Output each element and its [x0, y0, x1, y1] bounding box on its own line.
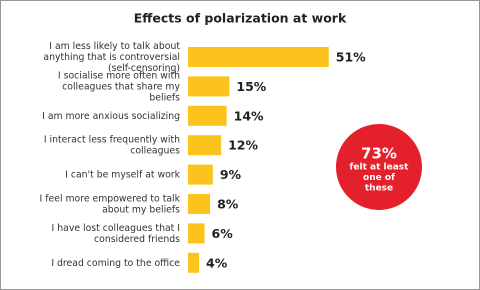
category-label: I am less likely to talk about anything t… — [43, 41, 180, 74]
value-label: 8% — [217, 197, 239, 212]
value-label: 6% — [212, 226, 234, 241]
annotation-value: 73% — [361, 145, 397, 163]
category-label: I am more anxious socializing — [42, 110, 180, 121]
value-label: 51% — [336, 50, 366, 65]
category-label: I can't be myself at work — [65, 169, 180, 180]
bar — [188, 47, 329, 67]
chart-title: Effects of polarization at work — [134, 11, 347, 26]
value-label: 9% — [220, 167, 242, 182]
bar — [188, 223, 205, 244]
bar — [188, 194, 211, 214]
category-label: I feel more empowered to talk about my be… — [40, 193, 181, 215]
bar — [188, 252, 200, 273]
value-label: 14% — [234, 108, 264, 123]
annotation-text: felt at least one of these — [350, 162, 410, 193]
bar — [188, 105, 227, 126]
bar — [188, 76, 230, 97]
annotation-circle — [336, 124, 422, 210]
category-label: I interact less frequently with colleague… — [44, 134, 180, 156]
value-label: 4% — [206, 255, 228, 270]
value-label: 15% — [236, 79, 266, 94]
category-label: I socialise more often with colleagues th… — [58, 70, 181, 103]
value-label: 12% — [228, 138, 258, 153]
category-label: I dread coming to the office — [51, 257, 180, 268]
bar — [188, 164, 213, 185]
bar — [188, 135, 222, 156]
